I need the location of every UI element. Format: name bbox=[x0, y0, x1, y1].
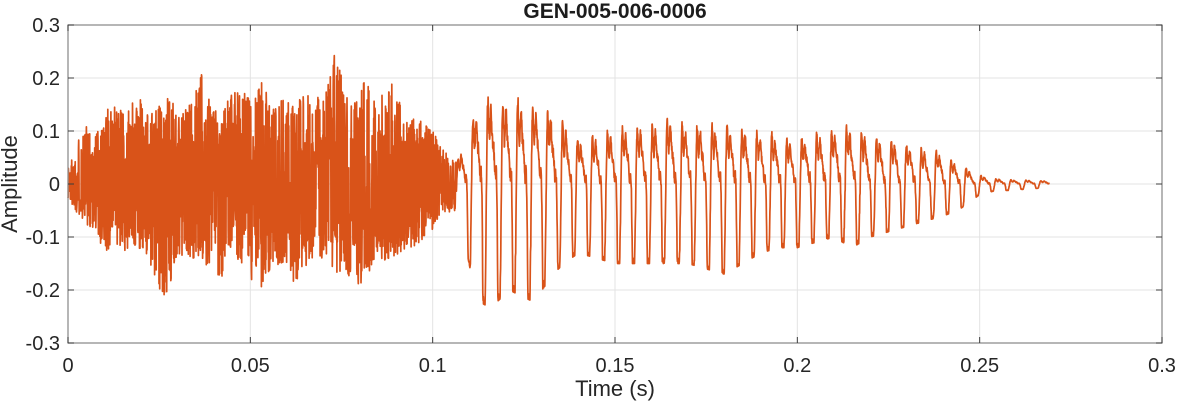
x-tick-label: 0.15 bbox=[596, 355, 635, 377]
y-tick-label: 0.3 bbox=[32, 15, 60, 37]
x-tick-label: 0.25 bbox=[960, 355, 999, 377]
x-tick-label: 0.05 bbox=[231, 355, 270, 377]
y-tick-label: 0.1 bbox=[32, 121, 60, 143]
x-tick-labels: 0 0.05 0.1 0.15 0.2 0.25 0.3 bbox=[62, 355, 1175, 377]
y-tick-label: 0.2 bbox=[32, 68, 60, 90]
x-axis-label: Time (s) bbox=[575, 376, 655, 401]
x-tick-label: 0.3 bbox=[1148, 355, 1176, 377]
y-tick-label: -0.3 bbox=[26, 333, 60, 355]
waveform-path bbox=[67, 54, 1050, 306]
x-tick-label: 0.1 bbox=[419, 355, 447, 377]
x-tick-label: 0.2 bbox=[783, 355, 811, 377]
y-tick-label: -0.1 bbox=[26, 227, 60, 249]
waveform bbox=[67, 54, 1050, 306]
y-axis-label: Amplitude bbox=[0, 135, 22, 233]
chart-title: GEN-005-006-0006 bbox=[523, 0, 706, 23]
x-tick-label: 0 bbox=[62, 355, 73, 377]
y-tick-label: 0 bbox=[49, 174, 60, 196]
y-tick-labels: -0.3 -0.2 -0.1 0 0.1 0.2 0.3 bbox=[26, 15, 60, 355]
y-tick-label: -0.2 bbox=[26, 280, 60, 302]
tick-marks bbox=[67, 24, 1163, 344]
